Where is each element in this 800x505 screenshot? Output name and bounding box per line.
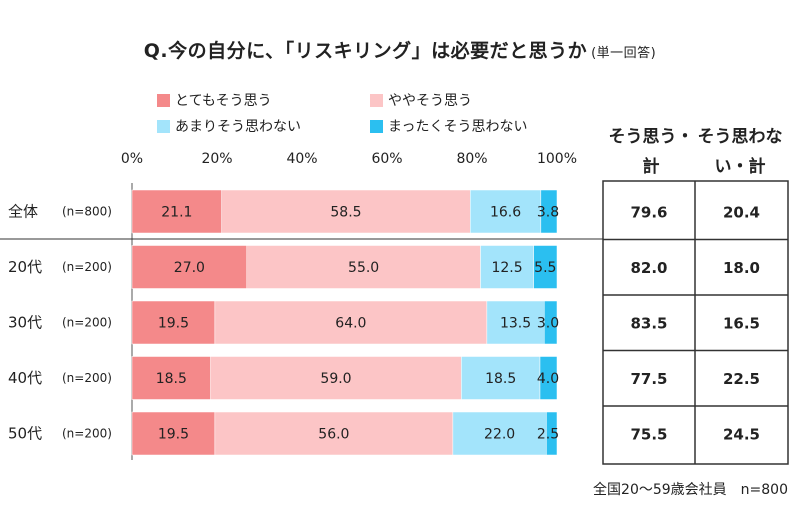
category-label: 50代 — [8, 425, 42, 443]
x-tick-label: 60% — [371, 151, 402, 167]
bar-segment — [210, 356, 462, 400]
data-label: 3.8 — [537, 205, 559, 221]
x-tick-label: 40% — [286, 151, 317, 167]
legend-swatch — [157, 119, 170, 133]
bar-segment — [540, 189, 558, 234]
bar-segment — [470, 189, 542, 234]
data-label: 12.5 — [491, 260, 522, 276]
data-label: 59.0 — [320, 371, 351, 387]
data-label: 21.1 — [161, 205, 192, 221]
bar-segment — [131, 300, 216, 345]
data-label: 19.5 — [158, 316, 189, 332]
bar-segment — [539, 356, 558, 400]
data-label: 5.5 — [534, 260, 556, 276]
summary-agree-value: 83.5 — [630, 315, 667, 333]
data-label: 64.0 — [335, 316, 366, 332]
data-label: 18.5 — [156, 371, 187, 387]
bar-segment — [131, 411, 216, 456]
data-label: 55.0 — [348, 260, 379, 276]
n-label: (n=200) — [62, 316, 112, 330]
data-label: 58.5 — [330, 205, 361, 221]
legend-item-somewhat-disagree: あまりそう思わない — [157, 116, 301, 136]
legend-label: まったくそう思わない — [388, 119, 528, 135]
summary-header-agree: そう思う・計 — [608, 127, 694, 177]
bar-segment — [461, 356, 541, 400]
bar-segment — [246, 245, 481, 289]
legend-label: あまりそう思わない — [175, 119, 301, 135]
bar-segment — [214, 300, 488, 345]
legend-swatch — [370, 119, 383, 133]
summary-agree-value: 75.5 — [630, 426, 667, 444]
summary-disagree-value: 16.5 — [723, 315, 760, 333]
title-text: Q.今の自分に、「リスキリング」は必要だと思うか — [143, 40, 588, 62]
bar-segment — [544, 300, 558, 345]
footer-note: 全国20〜59歳会社員 n=800 — [593, 482, 788, 498]
x-tick-label: 20% — [201, 151, 232, 167]
n-label: (n=200) — [62, 427, 112, 441]
legend-item-somewhat-agree: ややそう思う — [370, 90, 472, 110]
summary-agree-value: 79.6 — [630, 204, 667, 222]
data-label: 56.0 — [318, 427, 349, 443]
data-label: 19.5 — [158, 427, 189, 443]
bar-segment — [221, 189, 471, 234]
bar-segment — [131, 189, 222, 234]
data-label: 22.0 — [484, 427, 515, 443]
summary-agree-value: 82.0 — [630, 259, 667, 277]
data-label: 3.0 — [537, 316, 559, 332]
summary-header-disagree: そう思わない・計 — [697, 127, 783, 177]
legend-item-strongly-agree: とてもそう思う — [157, 90, 272, 110]
legend-swatch — [370, 93, 383, 107]
bar-segment — [452, 411, 547, 456]
bar-segment — [533, 245, 558, 289]
bar-segment — [131, 245, 247, 289]
category-label: 30代 — [8, 314, 42, 332]
data-label: 2.5 — [537, 427, 559, 443]
summary-disagree-value: 22.5 — [723, 370, 760, 388]
summary-disagree-value: 18.0 — [723, 259, 760, 277]
x-tick-label: 0% — [121, 151, 143, 167]
legend-item-strongly-disagree: まったくそう思わない — [370, 116, 527, 136]
bar-segment — [214, 411, 454, 456]
data-label: 16.6 — [490, 205, 521, 221]
n-label: (n=200) — [62, 260, 112, 274]
category-label: 全体 — [8, 203, 38, 221]
bar-segment — [546, 411, 558, 456]
legend-label: ややそう思う — [388, 93, 472, 109]
bar-segment — [486, 300, 545, 345]
x-tick-label: 100% — [537, 151, 577, 167]
data-label: 13.5 — [500, 316, 531, 332]
data-label: 18.5 — [485, 371, 516, 387]
bar-segment — [480, 245, 534, 289]
category-label: 20代 — [8, 258, 42, 276]
summary-disagree-value: 20.4 — [723, 204, 760, 222]
data-label: 4.0 — [537, 371, 559, 387]
legend-swatch — [157, 93, 170, 107]
n-label: (n=800) — [62, 205, 112, 219]
n-label: (n=200) — [62, 371, 112, 385]
title-note: (単一回答) — [591, 46, 657, 61]
summary-disagree-value: 24.5 — [723, 426, 760, 444]
bar-segment — [131, 356, 211, 400]
category-label: 40代 — [8, 369, 42, 387]
summary-agree-value: 77.5 — [630, 370, 667, 388]
legend-label: とてもそう思う — [175, 93, 272, 109]
data-label: 27.0 — [174, 260, 205, 276]
x-tick-label: 80% — [456, 151, 487, 167]
chart-title: Q.今の自分に、「リスキリング」は必要だと思うか (単一回答) — [0, 36, 800, 63]
